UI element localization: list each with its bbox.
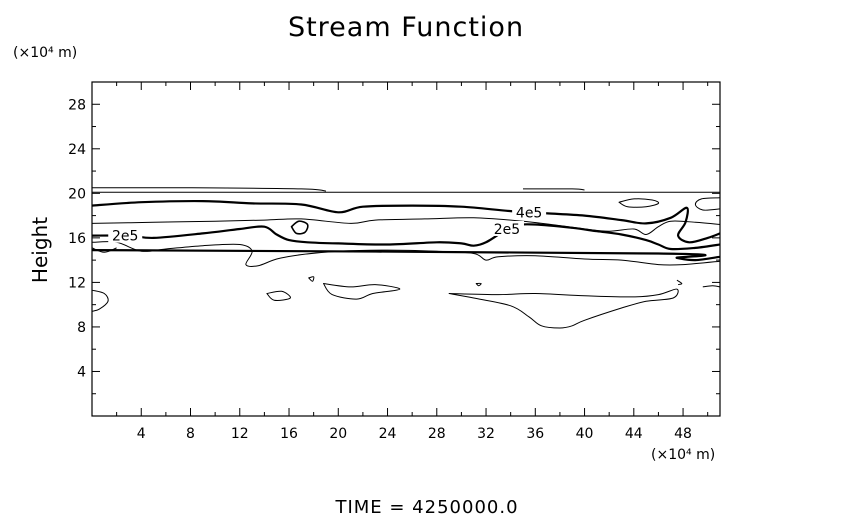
x-tick-label: 16 [280, 426, 298, 442]
x-tick-label: 28 [428, 426, 446, 442]
contour-label: 2e5 [494, 222, 520, 238]
contour-line [91, 199, 721, 244]
y-tick-label: 12 [68, 275, 86, 291]
contour-line [91, 289, 109, 312]
y-tick-label: 4 [77, 364, 86, 380]
contour-lines [91, 187, 721, 329]
contour-line [266, 290, 291, 301]
contour-line [702, 285, 721, 288]
y-tick-label: 20 [68, 186, 86, 202]
x-tick-label: 24 [379, 426, 397, 442]
contour-label-bg [489, 220, 524, 236]
contour-line [290, 220, 309, 235]
x-tick-label: 40 [576, 426, 594, 442]
contour-line [91, 187, 327, 192]
plot-frame [91, 81, 721, 417]
x-tick-label: 12 [231, 426, 249, 442]
x-tick-label: 44 [625, 426, 643, 442]
contour-line [323, 283, 401, 300]
contour-label: 2e5 [112, 229, 138, 245]
contour-line [308, 276, 315, 282]
y-axis-units: (×10⁴ m) [13, 45, 78, 61]
contour-line [448, 288, 679, 329]
x-tick-label: 48 [674, 426, 692, 442]
contour-line [475, 282, 482, 287]
contour-label-bg [108, 227, 143, 243]
y-tick-label: 24 [68, 142, 86, 158]
x-tick-label: 8 [186, 426, 195, 442]
x-tick-label: 36 [526, 426, 544, 442]
x-tick-label: 32 [477, 426, 495, 442]
contour-line [91, 247, 117, 253]
x-tick-label: 4 [137, 426, 146, 442]
contour-label-bg [512, 204, 547, 220]
chart-title: Stream Function [287, 12, 525, 43]
contour-line [676, 279, 683, 286]
x-tick-label: 20 [329, 426, 347, 442]
contour-line [522, 188, 585, 191]
contour-line [91, 223, 721, 251]
time-readout: TIME = 4250000.0 [335, 497, 519, 518]
contour-line [694, 197, 721, 211]
contour-label: 4e5 [516, 205, 542, 221]
y-tick-label: 8 [77, 320, 86, 336]
x-axis-units: (×10⁴ m) [651, 447, 716, 463]
contour-line [91, 249, 721, 262]
y-tick-label: 28 [68, 97, 86, 113]
contour-line [618, 198, 660, 208]
y-tick-label: 16 [68, 231, 86, 247]
contour-line [91, 241, 721, 267]
